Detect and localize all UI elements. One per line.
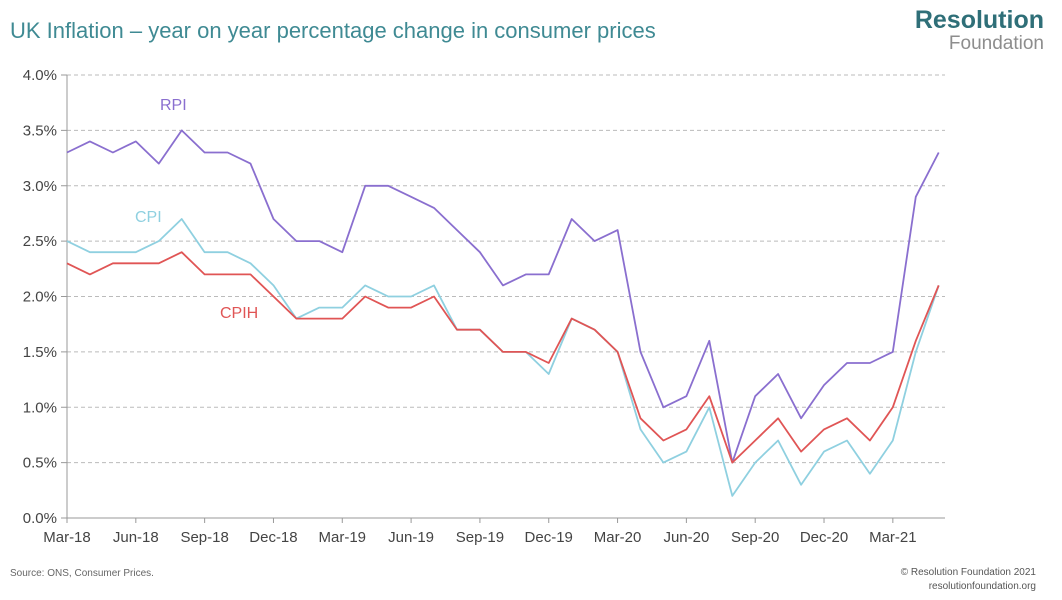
y-tick-label: 0.0% [23, 510, 57, 527]
copyright: © Resolution Foundation 2021 [900, 567, 1036, 578]
y-tick-label: 3.0% [23, 178, 57, 195]
y-tick-label: 0.5% [23, 455, 57, 472]
series-line-cpi [66, 218, 940, 497]
x-tick-label: Mar-21 [869, 529, 917, 546]
y-tick-label: 2.5% [23, 233, 57, 250]
credit: © Resolution Foundation 2021 resolutionf… [901, 566, 1036, 593]
x-tick-label: Jun-20 [663, 529, 709, 546]
series-label-cpih: CPIH [220, 305, 258, 322]
website: resolutionfoundation.org [928, 580, 1036, 592]
x-tick-label: Dec-20 [800, 529, 848, 546]
x-tick-label: Dec-18 [249, 529, 297, 546]
x-tick-label: Jun-19 [388, 529, 434, 546]
x-axis-ticks: Mar-18 Jun-18 Sep-18 Dec-18 Mar-19 Jun-19 Sep-… [43, 529, 916, 546]
gridlines [61, 74, 945, 523]
logo-line-1: Resolution [914, 6, 1044, 34]
series-lines [66, 129, 940, 497]
y-tick-label: 2.0% [23, 289, 57, 306]
logo-line-2: Foundation [948, 33, 1044, 54]
series-label-cpi: CPI [135, 209, 162, 226]
x-tick-label: Dec-19 [525, 529, 573, 546]
series-line-cpih [66, 251, 940, 464]
y-axis-ticks: 0.0% 0.5% 1.0% 1.5% 2.0% 2.5% 3.0% 3.5% 4.0% [23, 67, 57, 527]
x-tick-label: Sep-19 [456, 529, 504, 546]
x-tick-label: Mar-18 [43, 529, 91, 546]
series-label-rpi: RPI [160, 97, 187, 114]
y-tick-label: 1.5% [23, 344, 57, 361]
x-tick-label: Jun-18 [113, 529, 159, 546]
resolution-foundation-logo: Resolution Foundation [914, 6, 1044, 54]
y-tick-label: 1.0% [23, 399, 57, 416]
series-line-rpi [66, 129, 940, 464]
source-note: Source: ONS, Consumer Prices. [10, 568, 154, 579]
y-tick-label: 3.5% [23, 122, 57, 139]
chart-title: UK Inflation – year on year percentage c… [10, 18, 656, 43]
x-tick-label: Mar-20 [594, 529, 642, 546]
x-tick-label: Mar-19 [319, 529, 367, 546]
x-tick-label: Sep-18 [180, 529, 228, 546]
x-tick-label: Sep-20 [731, 529, 779, 546]
y-tick-label: 4.0% [23, 67, 57, 84]
series-labels: RPI CPI CPIH [135, 97, 258, 322]
